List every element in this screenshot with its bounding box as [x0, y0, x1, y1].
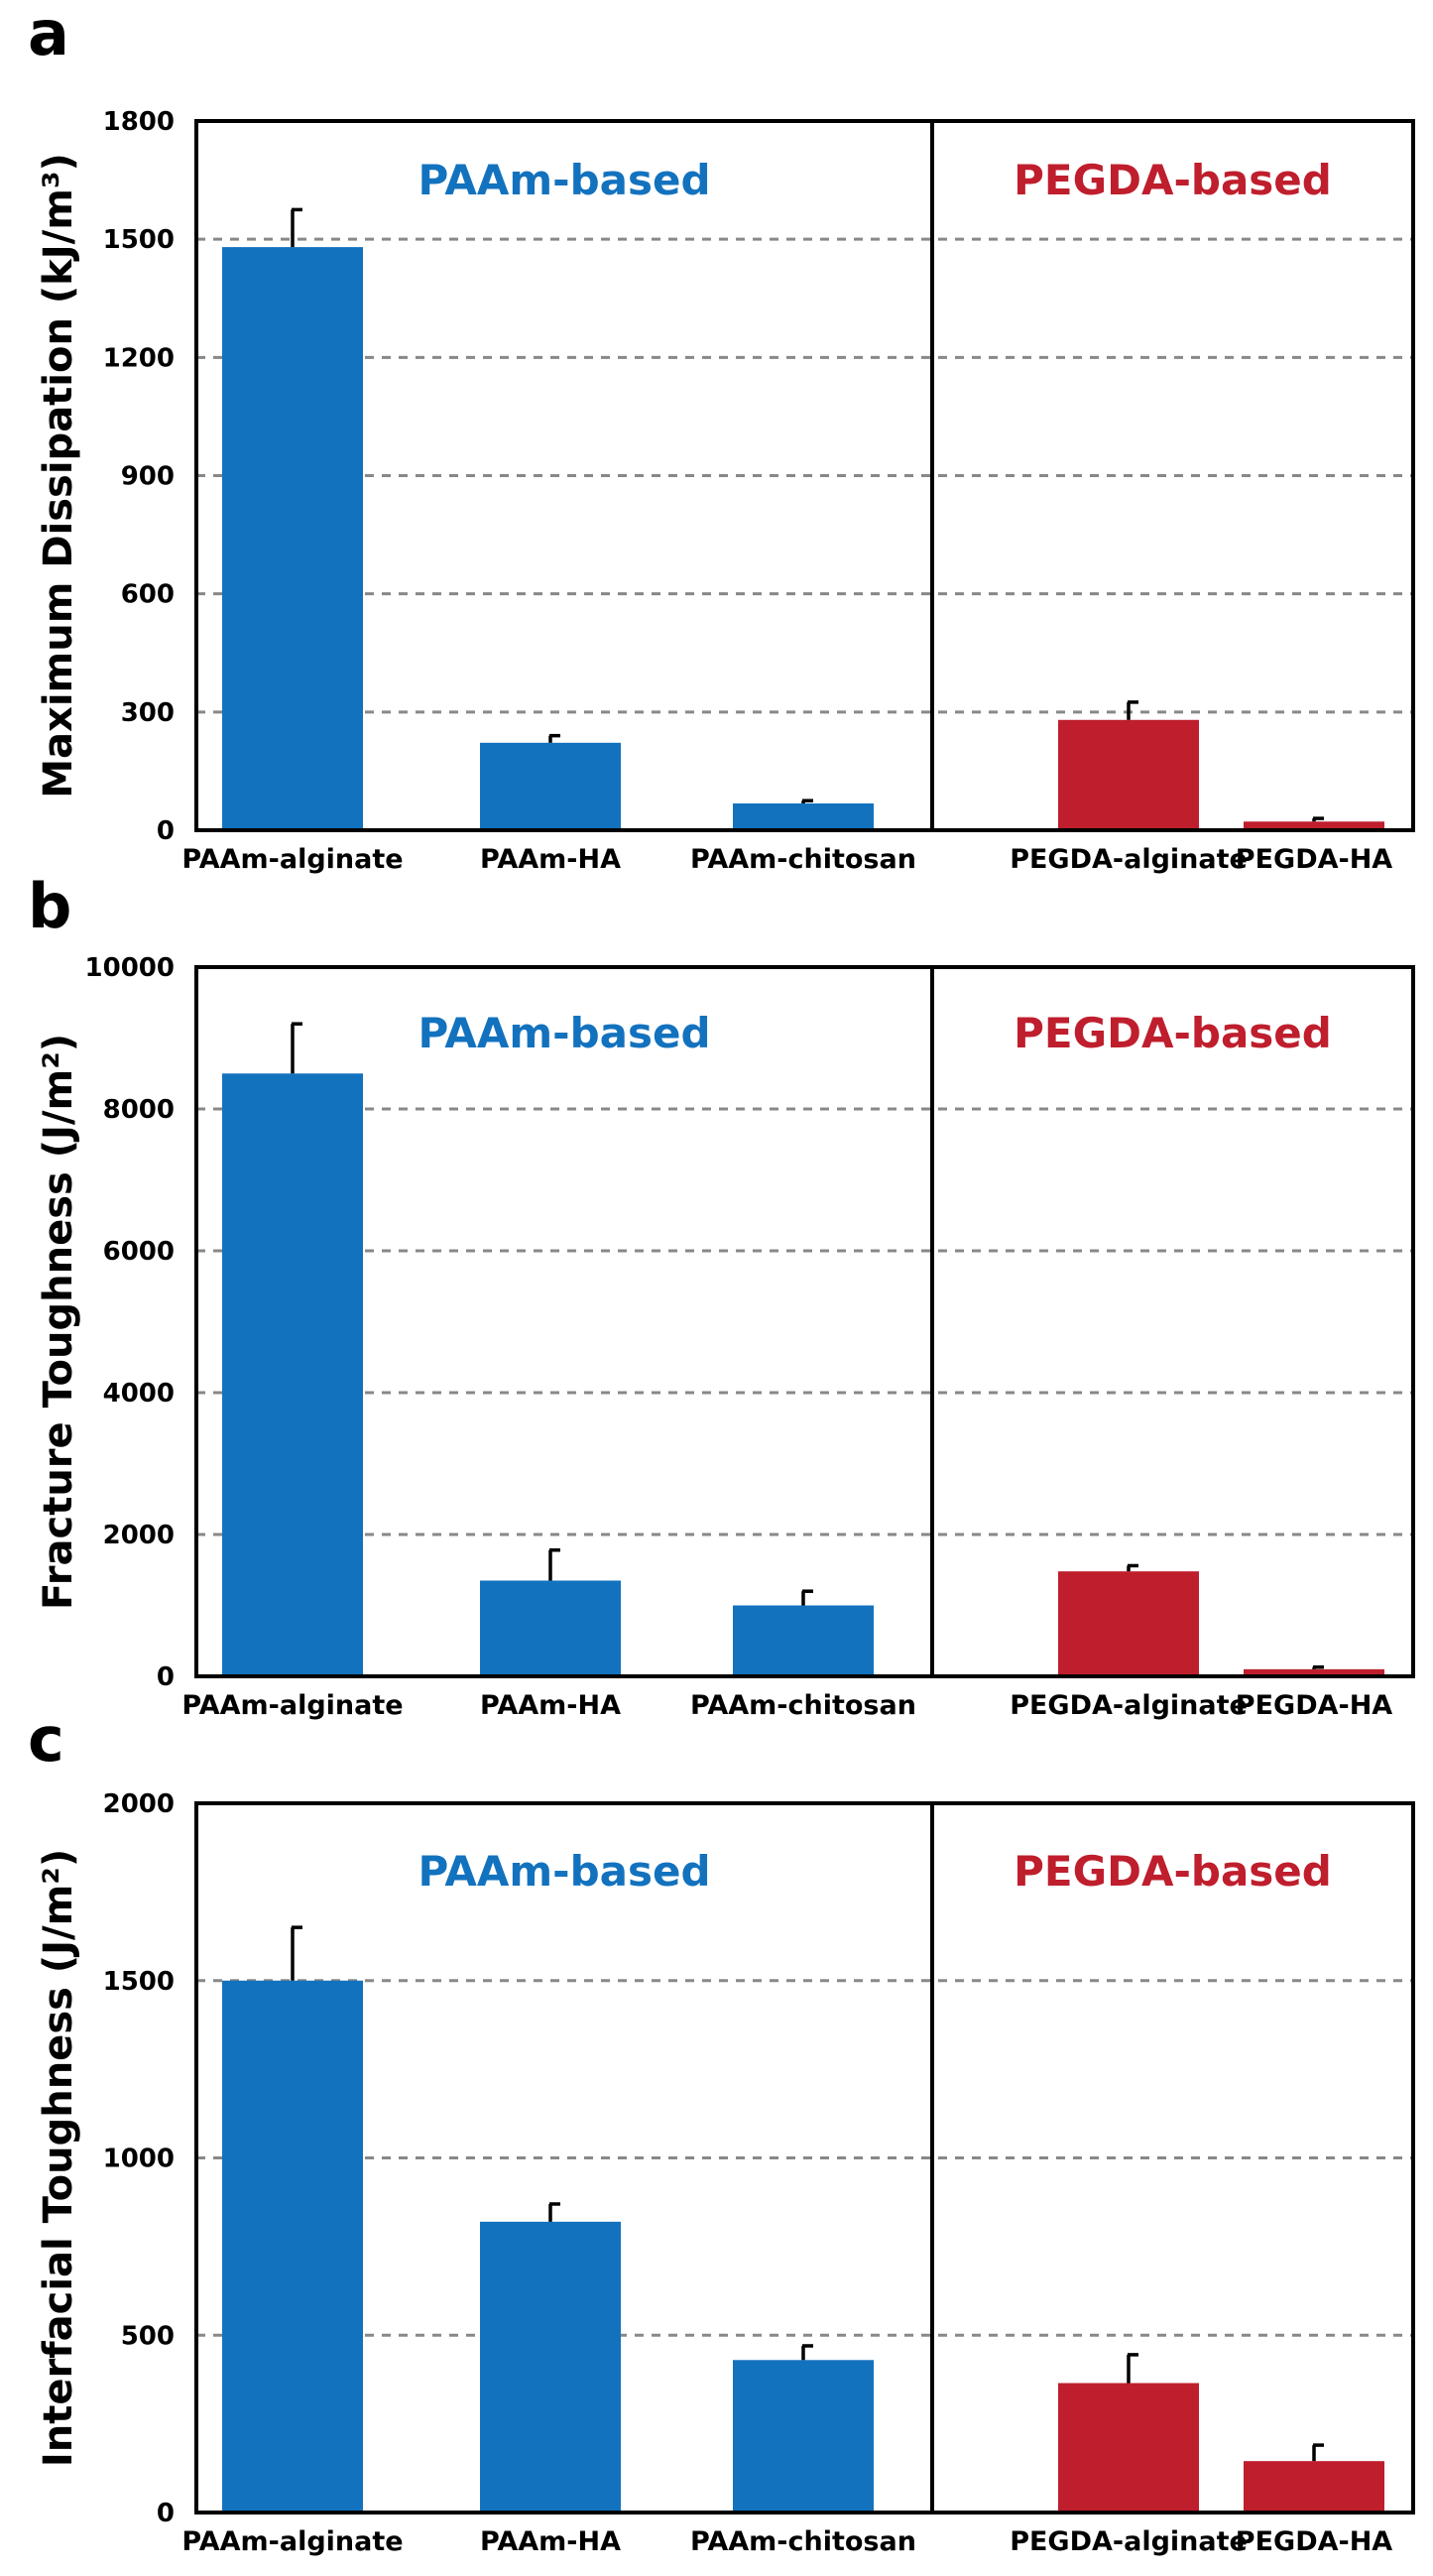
y-tick-label: 1500	[103, 1967, 175, 1997]
y-tick-label: 900	[121, 462, 175, 492]
group-label-paam: PAAm-based	[418, 156, 710, 204]
bar-pegda-alginate	[1058, 719, 1199, 830]
y-tick-label: 0	[157, 1662, 175, 1692]
y-tick-label: 600	[121, 580, 175, 610]
chart-panel-c: c 0 500 1000 1500 2000 PAAm-alginate PAAm-HA PAA…	[28, 1703, 1415, 2557]
y-tick-label: 300	[121, 698, 175, 728]
y-tick-label: 1000	[103, 2145, 175, 2174]
panel-letter: a	[28, 0, 69, 69]
category-label: PAAm-HA	[480, 844, 621, 875]
category-label: PEGDA-HA	[1236, 2526, 1393, 2557]
category-label: PAAm-chitosan	[690, 2526, 916, 2557]
panel-letter: b	[28, 870, 71, 942]
category-label: PAAm-chitosan	[690, 1690, 916, 1721]
category-label: PAAm-chitosan	[690, 844, 916, 875]
panel-letter: c	[28, 1703, 64, 1776]
bar-paam-chitosan	[733, 2360, 874, 2513]
y-tick-label: 0	[157, 2499, 175, 2528]
y-tick-label: 8000	[103, 1095, 175, 1125]
plot-frame	[194, 1801, 1415, 2515]
bar-paam-alginate	[222, 247, 363, 831]
group-label-paam: PAAm-based	[418, 1847, 710, 1896]
plot-frame	[194, 119, 1415, 832]
y-tick-label: 2000	[103, 1521, 175, 1550]
bar-pegda-ha	[1244, 1668, 1384, 1676]
bar-paam-ha	[480, 2221, 621, 2513]
bar-paam-chitosan	[733, 1605, 874, 1676]
chart-panel-b: b 0 2000 4000 6000 8000 10000 PAAm-alginate PAAm…	[28, 870, 1415, 1721]
bar-paam-ha	[480, 742, 621, 830]
y-axis-label: Fracture Toughness (J/m²)	[36, 1034, 81, 1610]
group-label-paam: PAAm-based	[418, 1009, 710, 1057]
group-label-pegda: PEGDA-based	[1014, 156, 1332, 204]
y-tick-label: 2000	[103, 1789, 175, 1819]
plot-frame	[194, 965, 1415, 1678]
bar-paam-alginate	[222, 1073, 363, 1676]
category-label: PEGDA-HA	[1236, 1690, 1393, 1721]
category-label: PAAm-alginate	[181, 844, 403, 875]
y-tick-label: 10000	[85, 953, 175, 983]
category-label: PEGDA-alginate	[1010, 1690, 1248, 1721]
category-label: PAAm-HA	[480, 1690, 621, 1721]
category-label: PEGDA-alginate	[1010, 844, 1248, 875]
bar-pegda-alginate	[1058, 1571, 1199, 1676]
bar-pegda-ha	[1244, 821, 1384, 830]
group-label-pegda: PEGDA-based	[1014, 1847, 1332, 1896]
y-axis-label: Maximum Dissipation (kJ/m³)	[36, 153, 81, 798]
group-label-pegda: PEGDA-based	[1014, 1009, 1332, 1057]
y-tick-label: 0	[157, 816, 175, 846]
category-label: PAAm-alginate	[181, 1690, 403, 1721]
category-label: PEGDA-alginate	[1010, 2526, 1248, 2557]
bar-pegda-ha	[1244, 2461, 1384, 2513]
bar-paam-chitosan	[733, 802, 874, 830]
y-tick-label: 1200	[103, 343, 175, 373]
y-tick-label: 500	[121, 2321, 175, 2351]
y-axis-label: Interfacial Toughness (J/m²)	[36, 1849, 81, 2467]
bar-paam-alginate	[222, 1980, 363, 2513]
category-label: PEGDA-HA	[1236, 844, 1393, 875]
bar-pegda-alginate	[1058, 2383, 1199, 2513]
y-tick-label: 6000	[103, 1237, 175, 1267]
chart-panel-a: a 0 300 600 900 1200 1500 1800 PAAm-alginate PAAm…	[28, 0, 1415, 875]
y-tick-label: 4000	[103, 1379, 175, 1409]
bar-paam-ha	[480, 1580, 621, 1676]
category-label: PAAm-HA	[480, 2526, 621, 2557]
category-label: PAAm-alginate	[181, 2526, 403, 2557]
y-tick-label: 1800	[103, 107, 175, 137]
y-tick-label: 1500	[103, 225, 175, 255]
